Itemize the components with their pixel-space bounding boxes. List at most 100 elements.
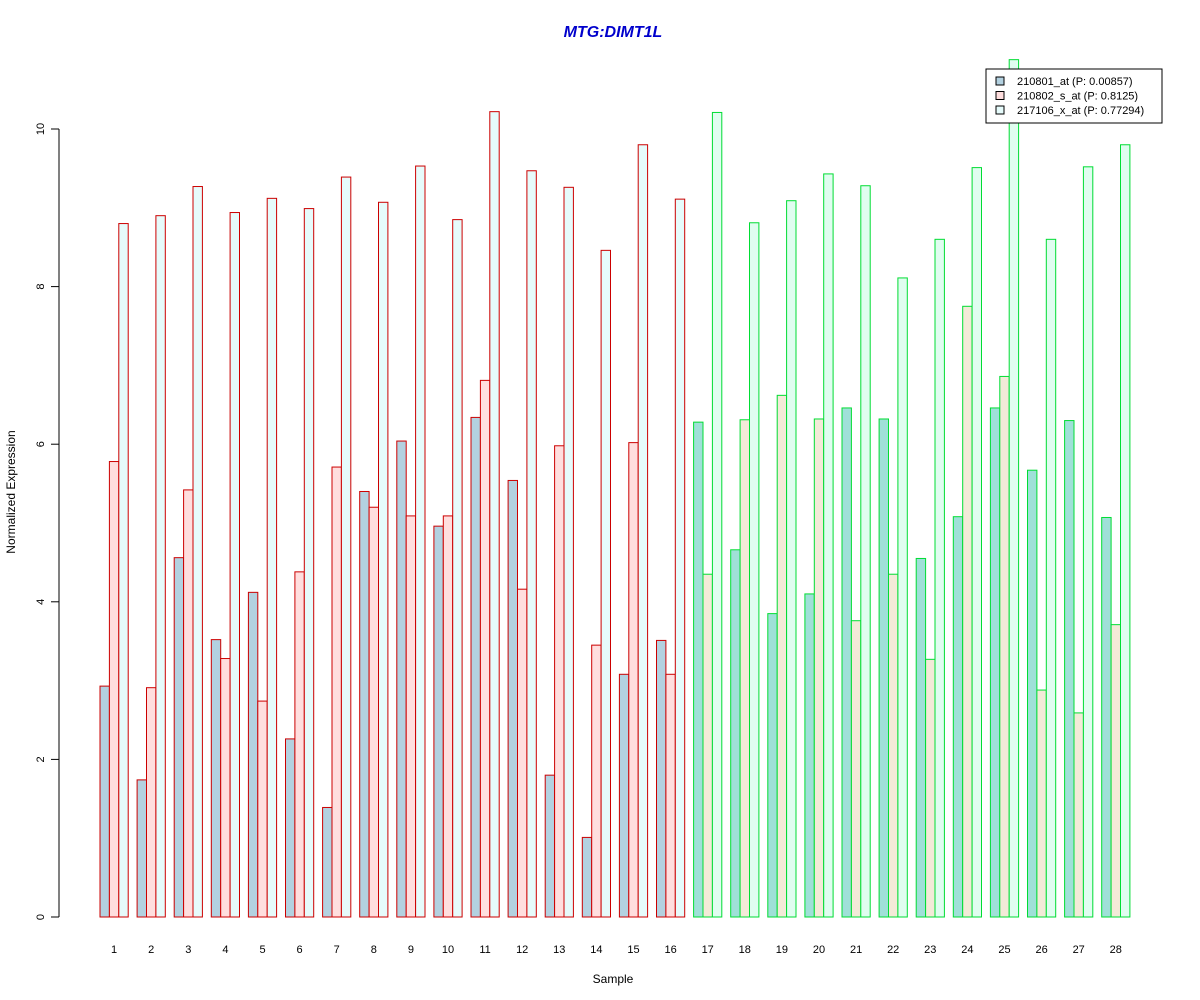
legend-box: [985, 68, 1163, 124]
y-tick-label: 0: [35, 914, 47, 920]
bar-sample-4-series-2: [220, 658, 231, 918]
bar-sample-23-series-3: [934, 238, 945, 918]
legend: 210801_at (P: 0.00857) 210802_s_at (P: 0.…: [985, 68, 1163, 124]
bar-sample-4-series-1: [210, 639, 222, 918]
bar-sample-9-series-1: [396, 440, 407, 918]
bar-sample-25-series-3: [1008, 59, 1020, 918]
bar-sample-18-series-3: [749, 222, 760, 918]
y-axis-label: Normalized Expression: [4, 430, 18, 553]
bar-sample-16-series-2: [665, 673, 676, 918]
legend-swatch-3: [995, 105, 1005, 115]
bar-sample-21-series-1: [841, 407, 852, 918]
bar-sample-18-series-1: [730, 549, 741, 918]
x-tick-label: 20: [813, 944, 825, 956]
bar-sample-2-series-2: [146, 687, 157, 918]
bar-sample-23-series-2: [925, 658, 936, 918]
x-tick-label: 5: [259, 944, 265, 956]
legend-swatch-2: [995, 91, 1005, 100]
legend-label-1: 210801_at (P: 0.00857): [1017, 76, 1133, 88]
bar-sample-12-series-1: [507, 479, 519, 918]
bar-sample-13-series-1: [544, 774, 556, 918]
bar-sample-17-series-2: [702, 573, 713, 918]
bar-sample-14-series-2: [591, 644, 602, 918]
bar-sample-10-series-1: [433, 525, 444, 918]
bar-sample-17-series-3: [711, 111, 723, 918]
bar-sample-26-series-2: [1036, 689, 1047, 918]
x-tick-label: 27: [1073, 944, 1085, 956]
bar-sample-1-series-1: [99, 685, 110, 918]
bar-sample-16-series-3: [674, 198, 686, 918]
x-tick-labels: 1 2 3 4 5 6 7 8 9 10 11 12 13 14 15 16 17 18 19 20 21 22 23 24 2…: [111, 944, 1122, 956]
bar-sample-24-series-3: [971, 167, 982, 918]
bar-sample-2-series-3: [155, 215, 166, 918]
bar-sample-26-series-1: [1027, 469, 1038, 918]
x-tick-label: 11: [479, 944, 490, 956]
bar-sample-12-series-3: [526, 170, 537, 918]
bar-sample-3-series-2: [183, 489, 194, 918]
bar-sample-15-series-3: [637, 144, 649, 918]
y-tick-label: 10: [35, 123, 47, 135]
x-tick-label: 22: [887, 944, 899, 956]
bar-sample-27-series-3: [1082, 166, 1094, 918]
x-tick-label: 18: [739, 944, 751, 956]
bar-sample-10-series-2: [442, 515, 454, 918]
bar-sample-5-series-1: [247, 591, 259, 918]
bar-sample-15-series-1: [618, 673, 630, 918]
x-tick-label: 8: [371, 944, 377, 956]
bar-sample-22-series-1: [878, 418, 889, 918]
x-tick-label: 28: [1110, 944, 1122, 956]
bar-sample-27-series-1: [1064, 420, 1075, 918]
x-tick-label: 6: [297, 944, 303, 956]
y-tick-label: 6: [35, 441, 47, 447]
x-tick-label: 21: [850, 944, 862, 956]
bar-sample-3-series-3: [192, 186, 203, 918]
bar-sample-9-series-3: [415, 165, 426, 918]
bar-sample-17-series-1: [693, 421, 704, 918]
legend-swatch-1: [995, 76, 1005, 86]
x-axis-label: Sample: [593, 972, 634, 986]
bar-sample-21-series-2: [850, 620, 862, 918]
bar-sample-16-series-1: [656, 639, 667, 918]
bar-sample-5-series-2: [257, 700, 268, 918]
bar-sample-14-series-3: [600, 249, 611, 918]
bar-sample-6-series-3: [303, 208, 315, 918]
bar-sample-3-series-1: [173, 557, 185, 918]
bar-sample-9-series-2: [405, 515, 417, 918]
bar-sample-2-series-1: [136, 779, 148, 918]
bar-sample-1-series-3: [118, 223, 129, 918]
bar-sample-4-series-3: [229, 212, 241, 918]
bar-sample-8-series-3: [378, 201, 389, 918]
x-tick-label: 17: [702, 944, 714, 956]
bar-sample-28-series-2: [1110, 624, 1121, 918]
y-tick-label: 2: [35, 756, 47, 762]
x-tick-label: 4: [222, 944, 228, 956]
bar-sample-21-series-3: [860, 185, 871, 918]
bar-sample-25-series-2: [999, 375, 1010, 918]
bar-sample-10-series-3: [452, 219, 463, 918]
chart-title: MTG:DIMT1L: [564, 24, 663, 41]
bar-sample-23-series-1: [915, 557, 927, 918]
x-tick-label: 16: [664, 944, 676, 956]
bar-sample-27-series-2: [1073, 712, 1084, 918]
bar-sample-8-series-1: [359, 490, 370, 918]
bar-sample-7-series-1: [322, 806, 333, 918]
bar-sample-24-series-1: [952, 516, 964, 918]
y-axis: 0 2 4 6 8 10: [35, 123, 60, 920]
bar-sample-13-series-3: [563, 186, 574, 918]
bar-sample-14-series-1: [581, 836, 593, 918]
bar-sample-1-series-2: [108, 461, 120, 918]
bar-sample-7-series-3: [340, 176, 352, 918]
bar-sample-7-series-2: [331, 466, 342, 918]
bar-sample-19-series-3: [786, 200, 797, 918]
bar-sample-20-series-1: [804, 593, 815, 918]
bar-sample-15-series-2: [628, 442, 639, 918]
y-tick-label: 8: [35, 284, 47, 290]
bar-sample-28-series-3: [1120, 144, 1131, 918]
bar-sample-24-series-2: [962, 305, 973, 918]
bar-sample-22-series-3: [897, 277, 908, 918]
bar-sample-25-series-1: [989, 407, 1001, 918]
bar-sample-6-series-2: [294, 571, 305, 918]
x-tick-label: 15: [627, 944, 639, 956]
